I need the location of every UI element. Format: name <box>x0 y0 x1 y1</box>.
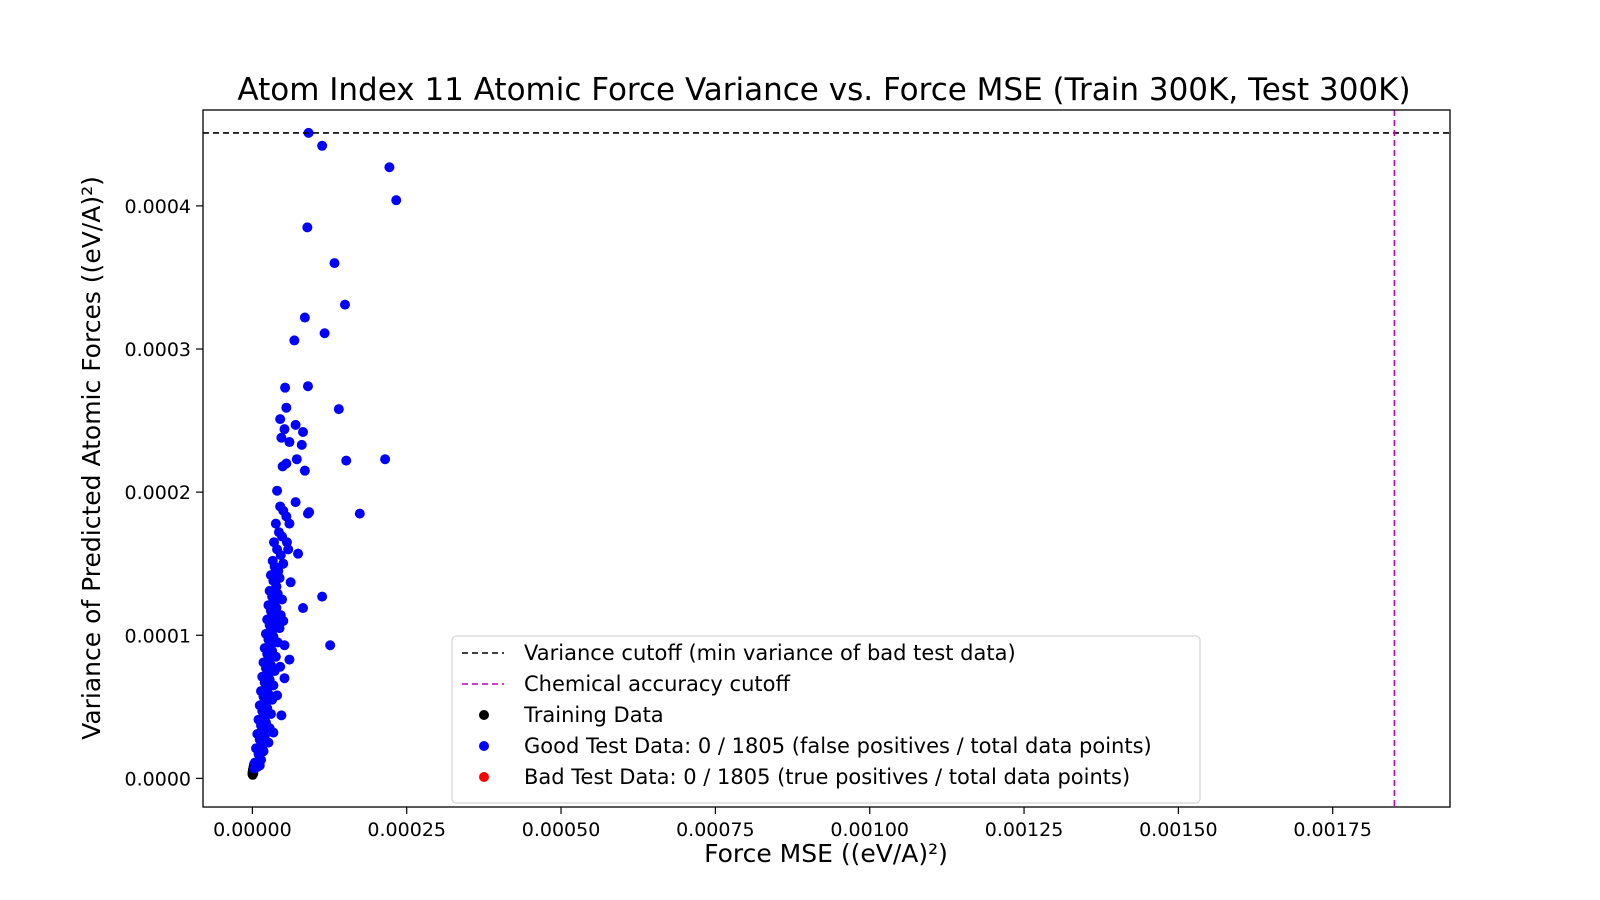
series-1-point-58 <box>277 594 288 605</box>
legend-entry-label-3: Good Test Data: 0 / 1805 (false positive… <box>524 734 1152 758</box>
series-1-point-108 <box>276 710 287 721</box>
x-tick-label-7: 0.00175 <box>1293 819 1372 841</box>
legend-entry-label-2: Training Data <box>523 703 664 727</box>
legend-entry-label-0: Variance cutoff (min variance of bad tes… <box>524 641 1016 665</box>
series-1-point-35 <box>284 518 295 529</box>
series-1-point-6 <box>339 299 350 310</box>
series-1-point-52 <box>274 573 285 584</box>
series-1-point-71 <box>278 615 289 626</box>
series-1-point-21 <box>291 454 302 465</box>
series-1-point-25 <box>341 455 352 466</box>
series-1-point-8 <box>319 328 330 339</box>
series-1-point-4 <box>302 222 313 233</box>
series-1-point-20 <box>279 424 290 435</box>
series-1-point-43 <box>283 544 294 555</box>
reference-lines <box>203 110 1450 807</box>
series-1-point-107 <box>265 708 276 719</box>
series-1-point-63 <box>271 603 282 614</box>
series-1-point-11 <box>280 382 291 393</box>
series-1-point-78 <box>325 640 336 651</box>
y-tick-label-0: 0.0000 <box>125 768 191 790</box>
series-1-point-1 <box>317 140 328 151</box>
series-1-point-53 <box>285 577 296 588</box>
series-1-point-23 <box>277 461 288 472</box>
y-tick-label-2: 0.0002 <box>125 482 191 504</box>
y-axis-ticks: 0.0000 0.0001 0.0002 0.0003 0.0004 <box>125 196 203 790</box>
series-1-point-127 <box>249 763 260 774</box>
series-1-point-13 <box>281 402 292 413</box>
series-1-point-30 <box>302 508 313 519</box>
series-1-point-3 <box>391 195 402 206</box>
series-1-point-36 <box>270 518 281 529</box>
series-1-point-24 <box>299 465 310 476</box>
series-1-point-123 <box>258 746 269 757</box>
x-axis-label: Force MSE ((eV/A)²) <box>704 839 948 868</box>
series-1-point-10 <box>302 381 313 392</box>
series-1-point-16 <box>298 427 309 438</box>
y-tick-label-1: 0.0001 <box>125 625 191 647</box>
series-1-point-28 <box>290 497 301 508</box>
series-1-point-95 <box>268 680 279 691</box>
legend-dot-marker-3 <box>479 741 489 751</box>
x-tick-label-3: 0.00075 <box>676 819 755 841</box>
series-1-point-114 <box>268 727 279 738</box>
legend-box <box>451 635 1201 804</box>
series-1-point-15 <box>290 419 301 430</box>
series-1-point-77 <box>279 640 290 651</box>
series-1-point-102 <box>272 690 283 701</box>
series-1-point-18 <box>284 437 295 448</box>
series-1-point-12 <box>333 404 344 415</box>
y-tick-label-3: 0.0003 <box>125 339 191 361</box>
series-1-point-2 <box>384 162 395 173</box>
plot-area <box>203 110 1450 807</box>
series-1-point-119 <box>263 737 274 748</box>
series-1-point-84 <box>284 654 295 665</box>
legend-dot-marker-2 <box>479 710 489 720</box>
legend-entry-label-1: Chemical accuracy cutoff <box>524 672 790 696</box>
data-points <box>247 127 402 780</box>
x-tick-label-1: 0.00025 <box>367 819 446 841</box>
series-1-point-26 <box>380 454 391 465</box>
series-1-point-14 <box>275 414 286 425</box>
series-1-point-9 <box>289 335 300 346</box>
x-axis-ticks: 0.00000 0.00025 0.00050 0.00075 0.00100 0.001… <box>213 807 1372 841</box>
series-1-point-65 <box>298 603 309 614</box>
x-tick-label-4: 0.00100 <box>830 819 909 841</box>
series-1-point-42 <box>275 550 286 561</box>
legend-entry-label-4: Bad Test Data: 0 / 1805 (true positives … <box>524 765 1130 789</box>
series-1-point-31 <box>354 508 365 519</box>
series-1-point-27 <box>272 485 283 496</box>
series-1-point-19 <box>296 439 307 450</box>
series-1-point-59 <box>317 591 328 602</box>
legend: Variance cutoff (min variance of bad tes… <box>451 635 1201 804</box>
series-1-point-48 <box>278 558 289 569</box>
series-1-point-7 <box>299 312 310 323</box>
series-1-point-5 <box>329 258 340 269</box>
x-tick-label-0: 0.00000 <box>213 819 292 841</box>
series-1-point-83 <box>270 651 281 662</box>
y-axis-label: Variance of Predicted Atomic Forces ((eV… <box>77 176 106 740</box>
series-1-point-17 <box>276 432 287 443</box>
x-tick-label-6: 0.00150 <box>1139 819 1218 841</box>
series-1-point-90 <box>275 661 286 672</box>
y-tick-label-4: 0.0004 <box>125 196 191 218</box>
legend-dot-marker-4 <box>479 772 489 782</box>
series-1-point-96 <box>279 673 290 684</box>
chart-title: Atom Index 11 Atomic Force Variance vs. … <box>237 72 1410 108</box>
series-1-point-44 <box>293 548 304 559</box>
x-tick-label-5: 0.00125 <box>985 819 1064 841</box>
plot-frame <box>202 109 1451 808</box>
x-tick-label-2: 0.00050 <box>522 819 601 841</box>
